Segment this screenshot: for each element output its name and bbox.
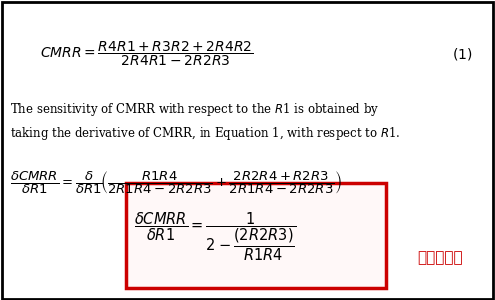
Text: The sensitivity of CMRR with respect to the $\mathit{R}$1 is obtained by: The sensitivity of CMRR with respect to … [10, 101, 379, 118]
Text: $(1)$: $(1)$ [452, 46, 473, 62]
Text: $\mathit{CMRR} = \dfrac{\mathit{R}4\mathit{R}1+\mathit{R}3\mathit{R}2+2\mathit{R: $\mathit{CMRR} = \dfrac{\mathit{R}4\math… [40, 40, 253, 68]
Text: 如何得到的: 如何得到的 [417, 250, 463, 266]
Text: $\dfrac{\delta \mathit{CMRR}}{\delta \mathit{R}1} = \dfrac{\delta}{\delta \mathi: $\dfrac{\delta \mathit{CMRR}}{\delta \ma… [10, 169, 342, 196]
FancyBboxPatch shape [126, 183, 386, 288]
Text: $\dfrac{\delta \mathit{CMRR}}{\delta \mathit{R}1} = \dfrac{1}{2-\dfrac{(2\mathit: $\dfrac{\delta \mathit{CMRR}}{\delta \ma… [134, 211, 297, 263]
Text: taking the derivative of CMRR, in Equation 1, with respect to $\mathit{R}$1.: taking the derivative of CMRR, in Equati… [10, 125, 400, 142]
